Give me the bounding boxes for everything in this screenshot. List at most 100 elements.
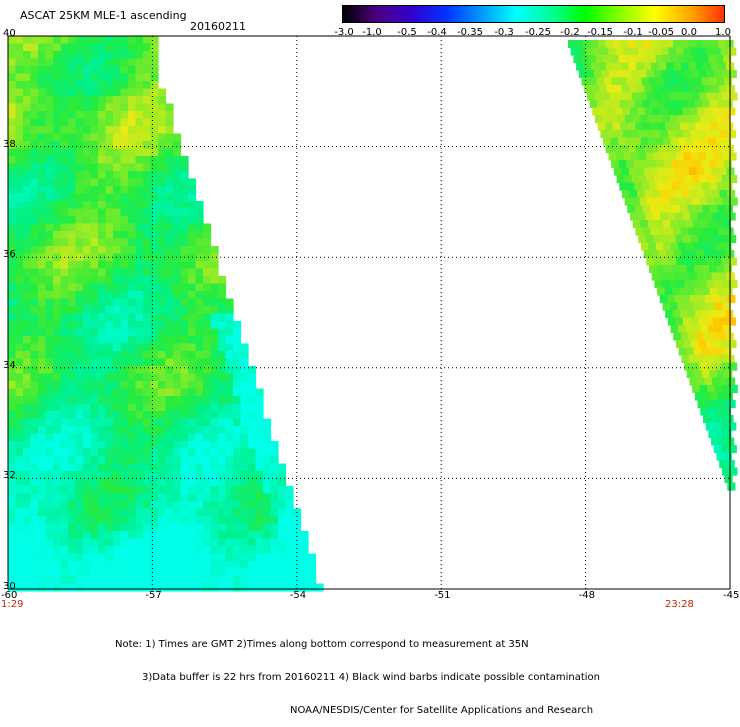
swath-cell	[718, 40, 727, 49]
swath-cell	[727, 482, 736, 491]
swath-cell	[120, 193, 129, 202]
swath-cell	[203, 298, 212, 307]
swath-cell	[158, 156, 167, 165]
swath-cell	[120, 381, 129, 390]
swath-cell	[203, 253, 212, 262]
swath-cell	[218, 313, 227, 322]
swath-cell	[53, 358, 62, 367]
swath-cell	[709, 370, 718, 379]
swath-cell	[128, 418, 137, 427]
swath-cell	[233, 583, 242, 592]
swath-cell	[173, 426, 182, 435]
swath-cell	[659, 85, 668, 94]
swath-cell	[619, 182, 628, 191]
swath-cell	[83, 171, 92, 180]
swath-cell	[605, 40, 614, 49]
swath-cell	[668, 152, 677, 161]
swath-cell	[195, 291, 204, 300]
swath-cell	[180, 388, 189, 397]
swath-cell	[712, 400, 721, 409]
swath-cell	[694, 182, 703, 191]
swath-cell	[173, 306, 182, 315]
swath-cell	[714, 362, 723, 371]
swath-cell	[60, 403, 69, 412]
swath-cell	[698, 70, 707, 79]
swath-cell	[604, 77, 613, 86]
swath-cell	[143, 501, 152, 510]
swath-cell	[150, 351, 159, 360]
swath-cell	[225, 358, 234, 367]
swath-cell	[188, 208, 197, 217]
swath-cell	[158, 403, 167, 412]
pass-time-left: 1:29	[1, 599, 24, 610]
swath-cell	[665, 122, 674, 131]
swath-cell	[158, 381, 167, 390]
swath-cell	[30, 208, 39, 217]
swath-cell	[15, 103, 24, 112]
swath-cell	[729, 467, 738, 476]
swath-cell	[718, 437, 727, 446]
swath-cell	[113, 193, 122, 202]
swath-cell	[263, 486, 272, 495]
swath-cell	[652, 212, 661, 221]
swath-cell	[120, 81, 129, 90]
swath-cell	[180, 208, 189, 217]
swath-cell	[90, 373, 99, 382]
swath-cell	[135, 208, 144, 217]
swath-cell	[203, 336, 212, 345]
swath-cell	[120, 441, 129, 450]
swath-cell	[704, 272, 713, 281]
swath-cell	[83, 381, 92, 390]
swath-cell	[113, 298, 122, 307]
swath-cell	[180, 553, 189, 562]
swath-cell	[8, 523, 17, 532]
swath-cell	[727, 317, 736, 326]
swath-cell	[683, 340, 692, 349]
swath-cell	[210, 321, 219, 330]
swath-cell	[8, 501, 17, 510]
swath-cell	[693, 160, 702, 169]
swath-cell	[203, 486, 212, 495]
swath-cell	[188, 448, 197, 457]
swath-cell	[38, 411, 47, 420]
swath-cell	[128, 388, 137, 397]
swath-cell	[263, 553, 272, 562]
swath-cell	[120, 66, 129, 75]
swath-cell	[218, 516, 227, 525]
swath-cell	[610, 115, 619, 124]
swath-cell	[693, 242, 702, 251]
swath-cell	[30, 463, 39, 472]
swath-cell	[68, 133, 77, 142]
swath-cell	[68, 433, 77, 442]
swath-cell	[128, 216, 137, 225]
swath-cell	[248, 366, 257, 375]
swath-cell	[195, 366, 204, 375]
swath-cell	[218, 291, 227, 300]
swath-cell	[248, 388, 257, 397]
swath-cell	[285, 516, 294, 525]
swath-cell	[98, 313, 107, 322]
swath-cell	[30, 441, 39, 450]
swath-cell	[75, 133, 84, 142]
swath-cell	[158, 141, 167, 150]
swath-cell	[75, 433, 84, 442]
swath-cell	[704, 190, 713, 199]
swath-cell	[195, 321, 204, 330]
swath-cell	[180, 328, 189, 337]
swath-cell	[203, 381, 212, 390]
swath-cell	[23, 133, 32, 142]
swath-cell	[255, 561, 264, 570]
swath-cell	[68, 268, 77, 277]
swath-cell	[135, 103, 144, 112]
swath-cell	[143, 546, 152, 555]
swath-cell	[68, 223, 77, 232]
swath-cell	[15, 306, 24, 315]
swath-cell	[38, 396, 47, 405]
swath-cell	[658, 227, 667, 236]
swath-cell	[607, 107, 616, 116]
swath-cell	[150, 538, 159, 547]
swath-cell	[691, 257, 700, 266]
swath-cell	[143, 193, 152, 202]
swath-cell	[38, 81, 47, 90]
swath-cell	[210, 328, 219, 337]
